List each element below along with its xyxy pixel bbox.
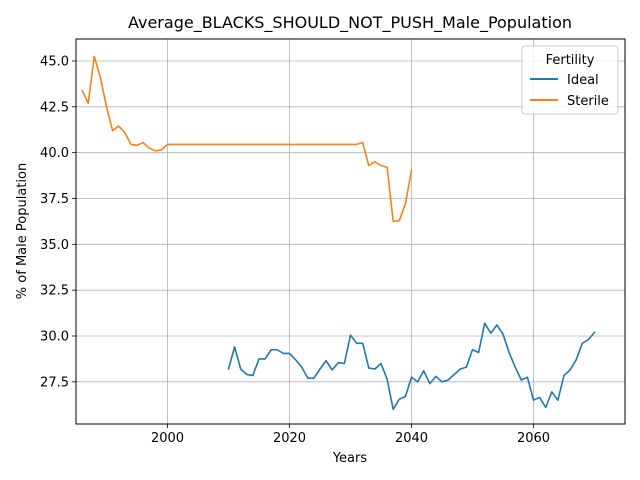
- y-axis-label: % of Male Population: [15, 163, 30, 299]
- legend-label-sterile: Sterile: [567, 94, 609, 109]
- legend: Fertility Ideal Sterile: [521, 45, 619, 115]
- plot-frame: [75, 38, 626, 425]
- legend-title: Fertility: [546, 53, 595, 68]
- x-tick-label: 2020: [273, 431, 306, 446]
- legend-box: [521, 45, 619, 115]
- y-tick-label: 42.5: [40, 100, 69, 115]
- grid-lines: [76, 39, 625, 424]
- x-tick-label: 2040: [395, 431, 428, 446]
- y-tick-label: 37.5: [40, 192, 69, 207]
- y-tick-label: 35.0: [40, 238, 69, 253]
- y-tick-label: 27.5: [40, 375, 69, 390]
- x-axis-label: Years: [332, 451, 368, 466]
- series-layer: [81, 55, 596, 411]
- y-tick-label: 40.0: [40, 146, 69, 161]
- chart-title: Average_BLACKS_SHOULD_NOT_PUSH_Male_Popu…: [128, 13, 572, 33]
- y-axis-ticks: 27.5 30.0 32.5 35.0 37.5 40.0 42.5 45.0: [40, 55, 76, 390]
- x-tick-label: 2000: [151, 431, 184, 446]
- y-tick-label: 45.0: [40, 55, 69, 70]
- x-axis-ticks: 2000 2020 2040 2060: [151, 424, 550, 446]
- x-tick-label: 2060: [517, 431, 550, 446]
- y-tick-label: 30.0: [40, 330, 69, 345]
- y-tick-label: 32.5: [40, 284, 69, 299]
- series-line-sterile: [81, 55, 413, 223]
- legend-label-ideal: Ideal: [567, 73, 599, 88]
- series-line-ideal: [227, 322, 596, 411]
